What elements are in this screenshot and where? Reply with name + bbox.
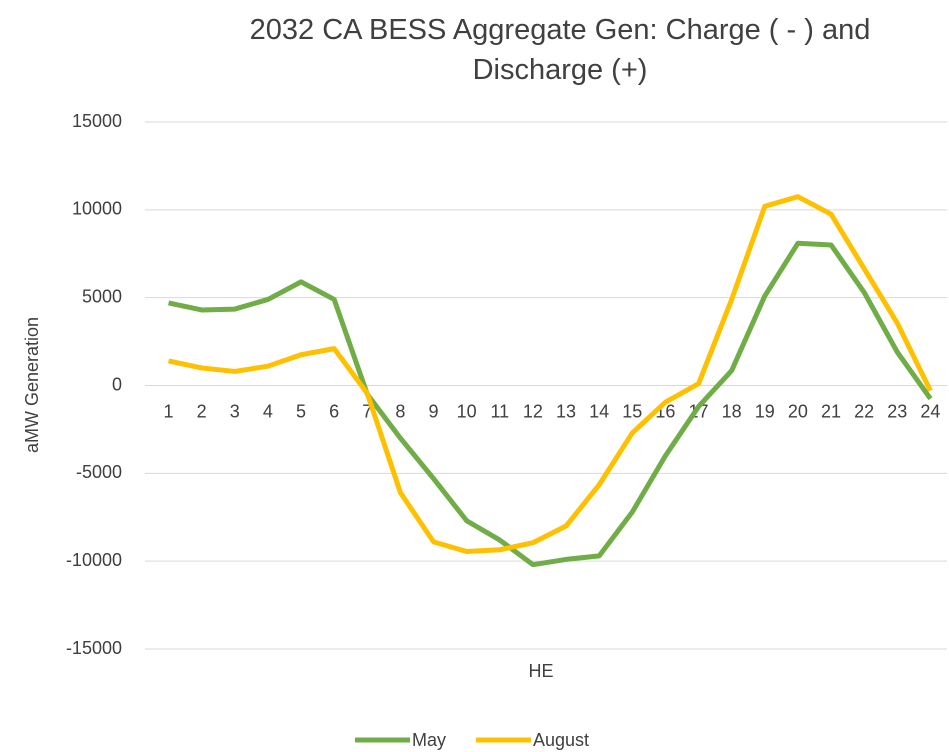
x-tick-label: 7 bbox=[362, 401, 372, 421]
legend-label: May bbox=[412, 730, 446, 750]
x-tick-label: 3 bbox=[230, 401, 240, 421]
x-tick-label: 2 bbox=[197, 401, 207, 421]
x-tick-label: 6 bbox=[329, 401, 339, 421]
y-tick-label: 0 bbox=[112, 374, 122, 394]
y-tick-label: -5000 bbox=[76, 462, 122, 482]
x-tick-label: 8 bbox=[395, 401, 405, 421]
x-tick-label: 9 bbox=[429, 401, 439, 421]
x-tick-label: 11 bbox=[490, 401, 509, 421]
x-tick-label: 10 bbox=[457, 401, 477, 421]
x-tick-label: 1 bbox=[164, 401, 174, 421]
series-line bbox=[168, 240, 933, 568]
series-line bbox=[168, 194, 933, 555]
y-tick-label: 15000 bbox=[72, 111, 122, 131]
x-tick-label: 5 bbox=[296, 401, 306, 421]
x-tick-label: 12 bbox=[523, 401, 543, 421]
y-axis-title: aMW Generation bbox=[22, 317, 42, 453]
y-tick-label: -15000 bbox=[66, 638, 122, 658]
x-tick-label: 22 bbox=[854, 401, 874, 421]
x-tick-label: 20 bbox=[788, 401, 808, 421]
x-tick-label: 15 bbox=[622, 401, 642, 421]
x-tick-label: 24 bbox=[920, 401, 940, 421]
x-tick-label: 18 bbox=[722, 401, 742, 421]
chart-title: 2032 CA BESS Aggregate Gen: Charge ( - )… bbox=[249, 14, 871, 86]
y-tick-label: -10000 bbox=[66, 550, 122, 570]
x-tick-label: 14 bbox=[589, 401, 609, 421]
y-tick-label: 10000 bbox=[72, 199, 122, 219]
x-tick-label: 4 bbox=[263, 401, 273, 421]
x-tick-label: 21 bbox=[821, 401, 841, 421]
x-tick-label: 19 bbox=[755, 401, 775, 421]
x-tick-label: 13 bbox=[556, 401, 576, 421]
y-tick-label: 5000 bbox=[82, 286, 122, 306]
x-axis-title: HE bbox=[528, 661, 553, 681]
x-tick-label: 23 bbox=[887, 401, 907, 421]
legend-label: August bbox=[533, 730, 589, 750]
